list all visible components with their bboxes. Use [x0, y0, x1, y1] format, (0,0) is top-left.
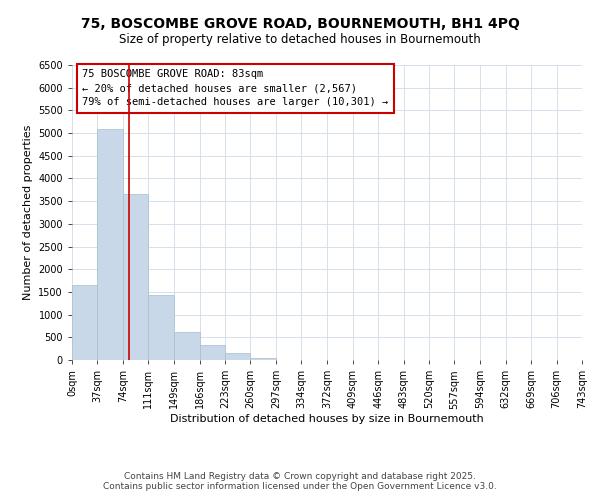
Bar [123, 194, 148, 360]
Bar [250, 358, 276, 360]
Text: Contains HM Land Registry data © Crown copyright and database right 2025.: Contains HM Land Registry data © Crown c… [124, 472, 476, 481]
Bar [97, 128, 123, 360]
Text: 75, BOSCOMBE GROVE ROAD, BOURNEMOUTH, BH1 4PQ: 75, BOSCOMBE GROVE ROAD, BOURNEMOUTH, BH… [80, 18, 520, 32]
X-axis label: Distribution of detached houses by size in Bournemouth: Distribution of detached houses by size … [170, 414, 484, 424]
Y-axis label: Number of detached properties: Number of detached properties [23, 125, 32, 300]
Bar [225, 353, 250, 360]
Bar [72, 285, 97, 360]
Text: Size of property relative to detached houses in Bournemouth: Size of property relative to detached ho… [119, 32, 481, 46]
Text: 75 BOSCOMBE GROVE ROAD: 83sqm
← 20% of detached houses are smaller (2,567)
79% o: 75 BOSCOMBE GROVE ROAD: 83sqm ← 20% of d… [82, 70, 388, 108]
Text: Contains public sector information licensed under the Open Government Licence v3: Contains public sector information licen… [103, 482, 497, 491]
Bar [200, 346, 225, 360]
Bar [174, 332, 200, 360]
Bar [148, 295, 174, 360]
